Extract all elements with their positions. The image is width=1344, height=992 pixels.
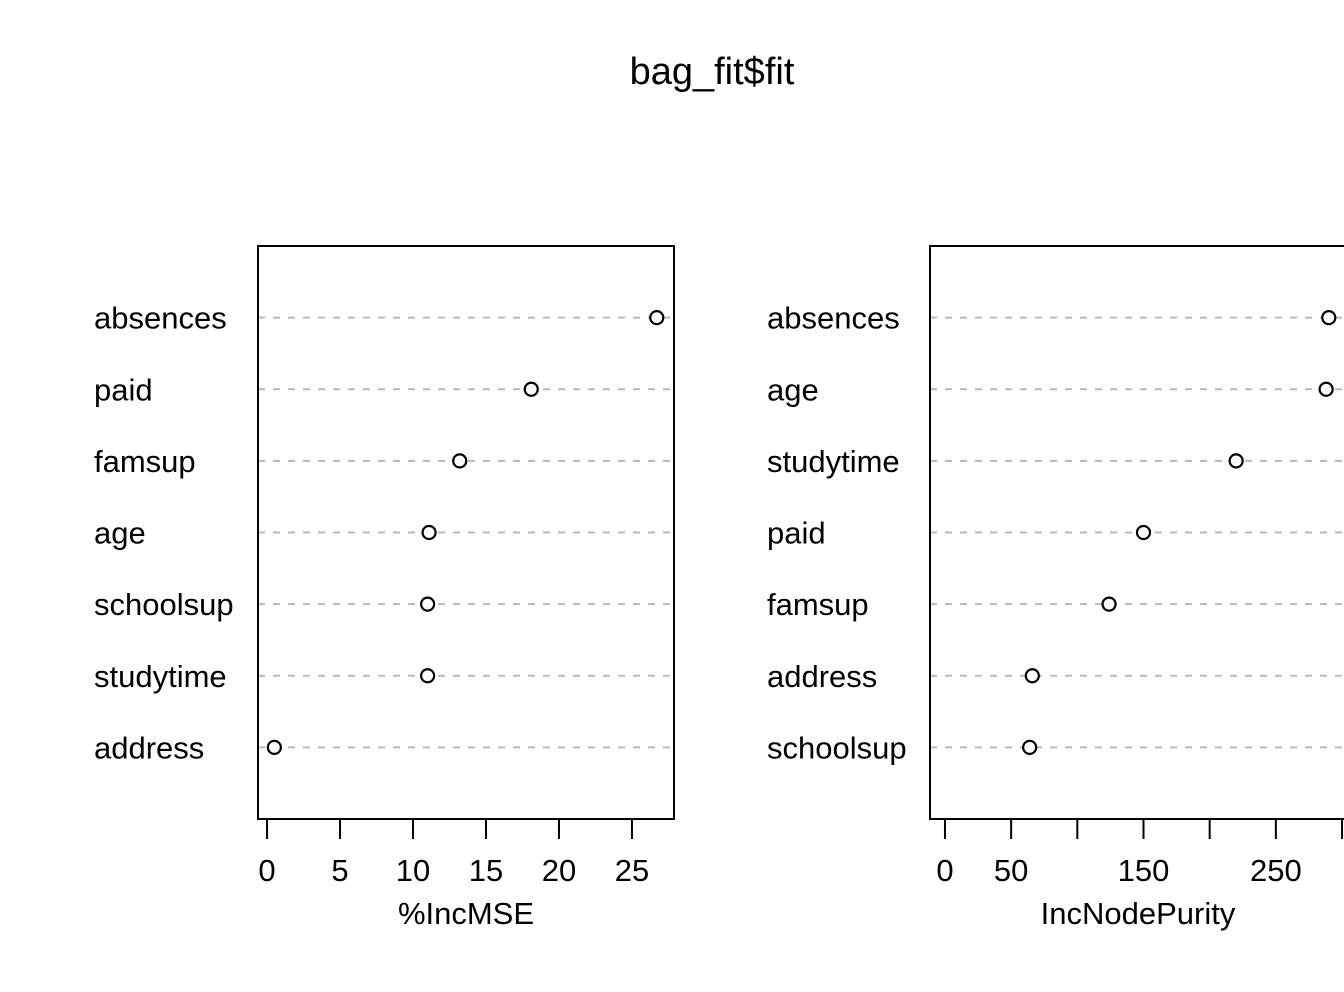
- data-point: [420, 596, 436, 612]
- x-tick-label: 20: [542, 853, 576, 888]
- category-label: paid: [94, 372, 153, 407]
- category-label: schoolsup: [767, 730, 907, 765]
- plot-box: [929, 245, 1344, 820]
- category-label: address: [94, 730, 204, 765]
- plot-box: [257, 245, 675, 820]
- data-point: [523, 381, 539, 397]
- data-point: [1022, 739, 1038, 755]
- x-tick-label: 5: [331, 853, 348, 888]
- x-tick-label: 0: [936, 853, 953, 888]
- data-point: [266, 739, 282, 755]
- category-label: schoolsup: [94, 587, 234, 622]
- x-tick-label: 15: [469, 853, 503, 888]
- category-label: paid: [767, 516, 826, 551]
- category-label: absences: [94, 301, 227, 336]
- x-tick-label: 0: [258, 853, 275, 888]
- category-label: age: [94, 516, 146, 551]
- x-axis-label: IncNodePurity: [1041, 896, 1236, 931]
- category-label: absences: [767, 301, 900, 336]
- x-axis-label: %IncMSE: [398, 896, 534, 931]
- x-tick-label: 10: [396, 853, 430, 888]
- chart-title: bag_fit$fit: [630, 51, 795, 93]
- category-label: studytime: [94, 659, 227, 694]
- category-label: age: [767, 372, 819, 407]
- category-label: studytime: [767, 444, 900, 479]
- chart-background: [40, 16, 1344, 976]
- data-point: [1318, 381, 1334, 397]
- x-tick-label: 250: [1250, 853, 1302, 888]
- data-point: [1321, 310, 1337, 326]
- data-point: [452, 453, 468, 469]
- x-tick-label: 150: [1118, 853, 1170, 888]
- data-point: [420, 668, 436, 684]
- category-label: address: [767, 659, 877, 694]
- data-point: [1101, 596, 1117, 612]
- x-tick-label: 25: [615, 853, 649, 888]
- x-tick-label: 50: [994, 853, 1028, 888]
- category-label: famsup: [94, 444, 196, 479]
- category-label: famsup: [767, 587, 869, 622]
- data-point: [1228, 453, 1244, 469]
- dotchart-svg: bag_fit$fit absences paid famsup age schoolsu…: [40, 16, 1344, 976]
- data-point: [1024, 668, 1040, 684]
- variable-importance-figure: bag_fit$fit absences paid famsup age schoolsu…: [40, 16, 1344, 976]
- data-point: [421, 524, 437, 541]
- data-point: [649, 310, 665, 326]
- data-point: [1135, 524, 1152, 541]
